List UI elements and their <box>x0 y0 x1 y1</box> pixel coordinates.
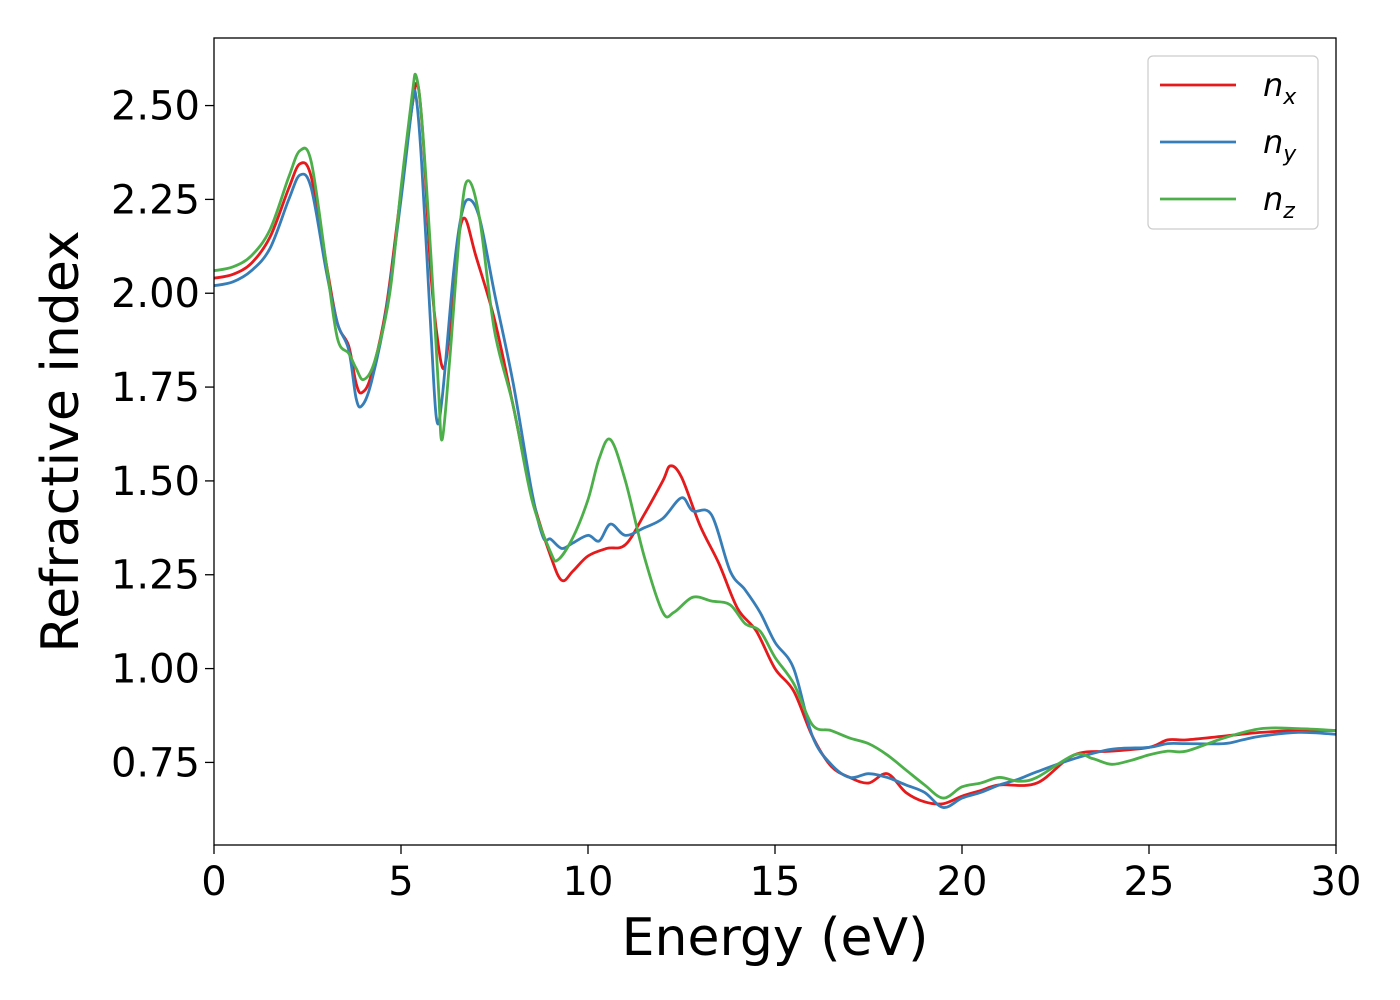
legend: nx ny nz <box>1147 55 1319 230</box>
legend-label-x: nx <box>1263 66 1297 110</box>
legend-label-y: ny <box>1263 123 1297 167</box>
series-layer <box>214 72 1336 809</box>
y-axis-title: Refractive index <box>31 230 91 652</box>
x-axis-title: Energy (eV) <box>622 908 929 968</box>
x-tick-label: 5 <box>388 859 413 905</box>
y-tick-label: 2.00 <box>111 271 200 317</box>
series-line-x <box>214 81 1336 806</box>
ticks-layer: 0 5 10 15 20 25 30 0.75 1.00 1.25 1.50 1.75 2.00 2.25… <box>111 84 1362 905</box>
x-tick-label: 10 <box>563 859 614 905</box>
y-tick-label: 1.25 <box>111 553 200 599</box>
y-tick-label: 0.75 <box>111 740 200 786</box>
x-tick-label: 20 <box>937 859 988 905</box>
x-tick-label: 30 <box>1311 859 1362 905</box>
y-tick-label: 1.00 <box>111 647 200 693</box>
legend-label-z: nz <box>1263 180 1295 224</box>
x-tick-label: 0 <box>201 859 226 905</box>
y-tick-label: 1.75 <box>111 365 200 411</box>
series-line-y <box>214 89 1336 809</box>
y-tick-label: 2.50 <box>111 84 200 130</box>
y-tick-label: 2.25 <box>111 177 200 223</box>
y-tick-label: 1.50 <box>111 459 200 505</box>
series-line-z <box>214 72 1336 800</box>
x-tick-label: 25 <box>1124 859 1175 905</box>
x-tick-label: 15 <box>750 859 801 905</box>
